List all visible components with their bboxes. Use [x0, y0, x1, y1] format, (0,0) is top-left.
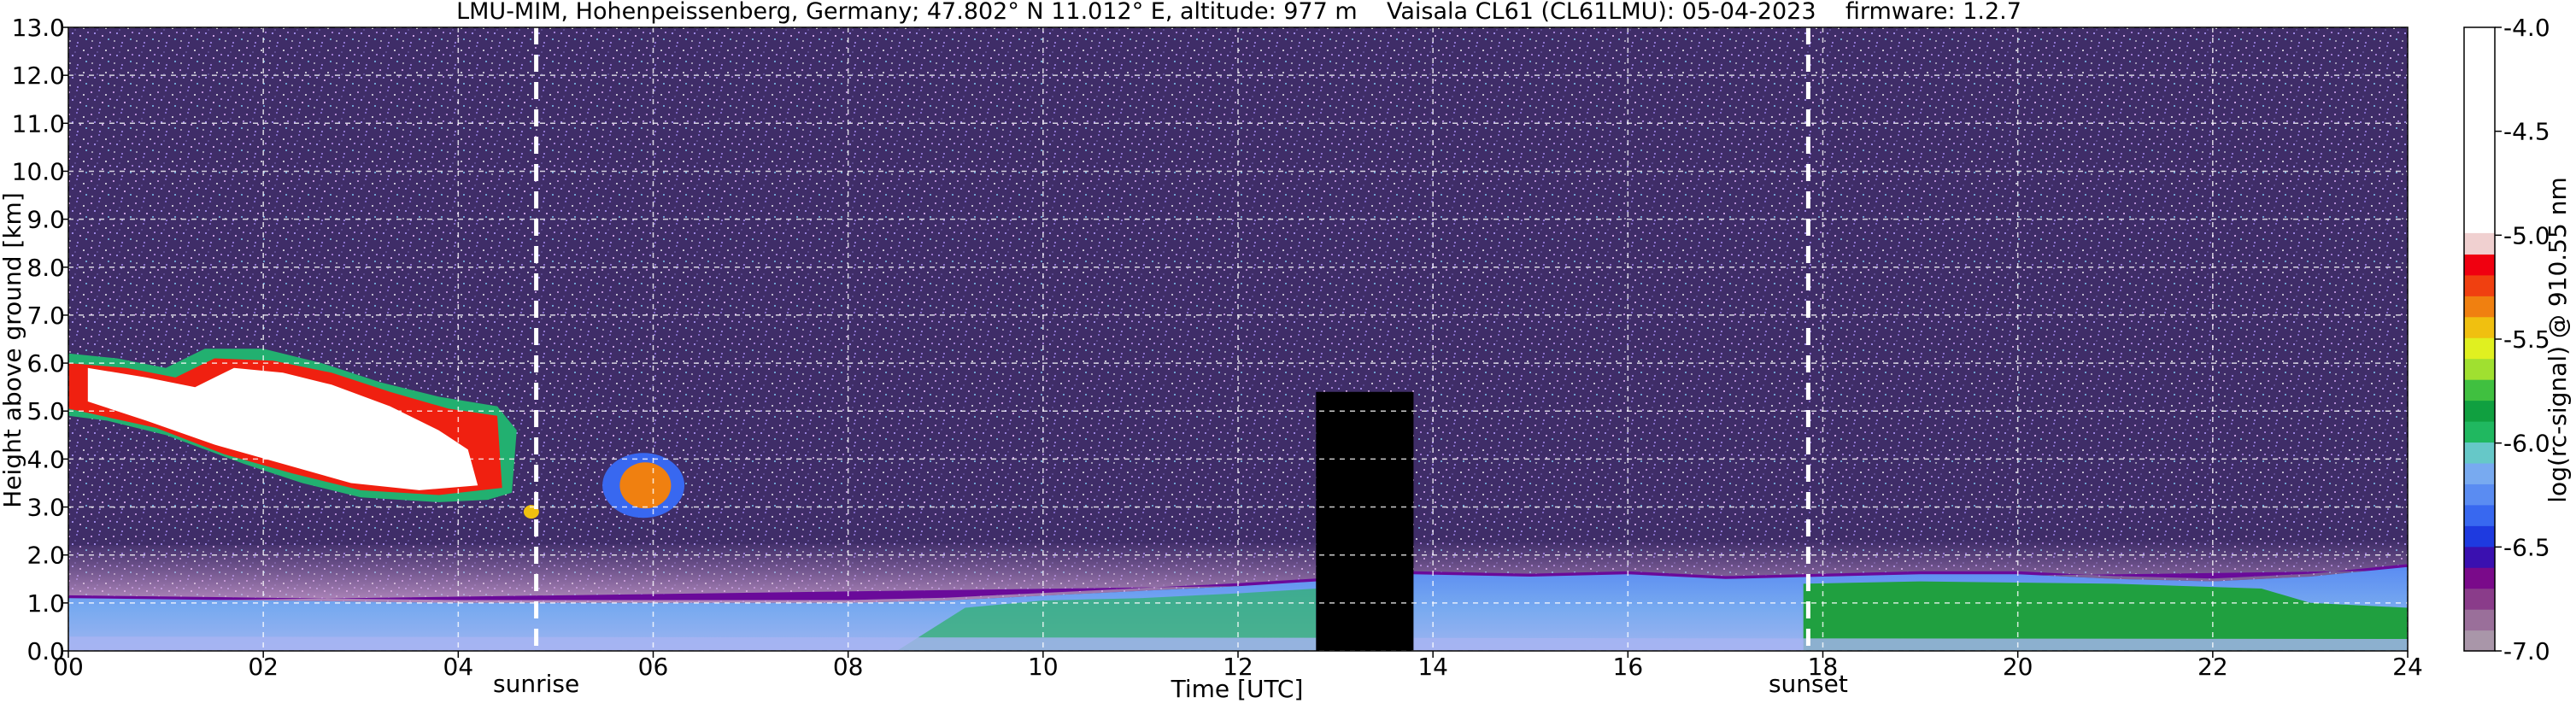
sunset-label: sunset: [1769, 670, 1848, 698]
colorbar-band: [2464, 588, 2495, 610]
x-tick-label: 02: [248, 653, 279, 681]
colorbar-band: [2464, 630, 2495, 652]
sunrise-label: sunrise: [493, 670, 579, 698]
colorbar-tick-label: -7.0: [2503, 637, 2550, 665]
y-tick-label: 7.0: [26, 302, 65, 330]
colorbar-band: [2464, 420, 2495, 443]
colorbar-band: [2464, 274, 2495, 296]
y-tick-label: 13.0: [12, 14, 65, 42]
boundary-layer-green-evening: [1803, 581, 2408, 651]
cloud-patch-core: [619, 462, 672, 509]
colorbar: -7.0 -6.5 -6.0 -5.5 -5.0 -4.5 -4.0: [2463, 14, 2550, 665]
x-tick-label: 04: [443, 653, 474, 681]
x-tick-label: 18: [1808, 653, 1839, 681]
colorbar-band: [2464, 232, 2495, 255]
colorbar-band: [2464, 504, 2495, 526]
colorbar-band: [2464, 442, 2495, 464]
y-tick-label: 2.0: [26, 542, 65, 570]
data-gap: [1316, 391, 1414, 651]
colorbar-tick-label: -5.5: [2503, 325, 2550, 354]
colorbar-band: [2464, 358, 2495, 380]
y-tick-label: 5.0: [26, 397, 65, 425]
colorbar-band: [2464, 525, 2495, 548]
x-tick-label: 10: [1028, 653, 1059, 681]
y-tick-label: 11.0: [12, 109, 65, 138]
y-tick-label: 12.0: [12, 62, 65, 90]
x-tick-label: 00: [53, 653, 84, 681]
x-tick-label: 06: [638, 653, 669, 681]
y-tick-label: 1.0: [26, 589, 65, 618]
y-tick-label: 8.0: [26, 254, 65, 282]
x-tick-label: 22: [2198, 653, 2228, 681]
x-tick-label: 16: [1613, 653, 1644, 681]
colorbar-tick-label: -5.0: [2503, 221, 2550, 249]
colorbar-tick-label: -6.5: [2503, 533, 2550, 561]
colorbar-band: [2464, 379, 2495, 401]
y-axis-label: Height above ground [km]: [0, 192, 26, 508]
boundary-layer-top: [68, 564, 2408, 602]
colorbar-band: [2464, 483, 2495, 506]
chart-title: LMU-MIM, Hohenpeissenberg, Germany; 47.8…: [456, 0, 2021, 25]
axes: 00 02 04 06 08 10 12 14 16 18 20 22 24 0.0 1.0 2.0 3.0 4.…: [12, 14, 2423, 681]
colorbar-band: [2464, 254, 2495, 276]
colorbar-band: [2464, 609, 2495, 631]
y-tick-label: 4.0: [26, 445, 65, 473]
y-tick-label: 9.0: [26, 206, 65, 234]
colorbar-band: [2464, 546, 2495, 568]
x-axis-label: Time [UTC]: [1171, 675, 1304, 703]
y-tick-label: 6.0: [26, 349, 65, 378]
x-tick-label: 12: [1223, 653, 1253, 681]
x-tick-label: 08: [833, 653, 864, 681]
colorbar-band: [2464, 296, 2495, 318]
colorbar-tick-label: -6.0: [2503, 430, 2550, 458]
colorbar-tick-label: -4.0: [2503, 14, 2550, 42]
boundary-layer-green-morning: [896, 589, 1317, 651]
x-tick-label: 24: [2392, 653, 2423, 681]
colorbar-band: [2464, 462, 2495, 484]
colorbar-label: log(rc-signal) @ 910.55 nm: [2544, 177, 2572, 502]
colorbar-band: [2464, 567, 2495, 589]
event-lines: sunrise sunset: [493, 27, 1848, 698]
x-tick-label: 20: [2003, 653, 2033, 681]
colorbar-band: [2464, 316, 2495, 338]
colorbar-band: [2464, 337, 2495, 360]
y-tick-label: 3.0: [26, 494, 65, 522]
y-tick-label: 0.0: [26, 637, 65, 665]
x-tick-label: 14: [1417, 653, 1448, 681]
colorbar-band: [2464, 27, 2495, 233]
colorbar-tick-label: -4.5: [2503, 118, 2550, 146]
colorbar-band: [2464, 400, 2495, 422]
y-tick-label: 10.0: [12, 157, 65, 185]
